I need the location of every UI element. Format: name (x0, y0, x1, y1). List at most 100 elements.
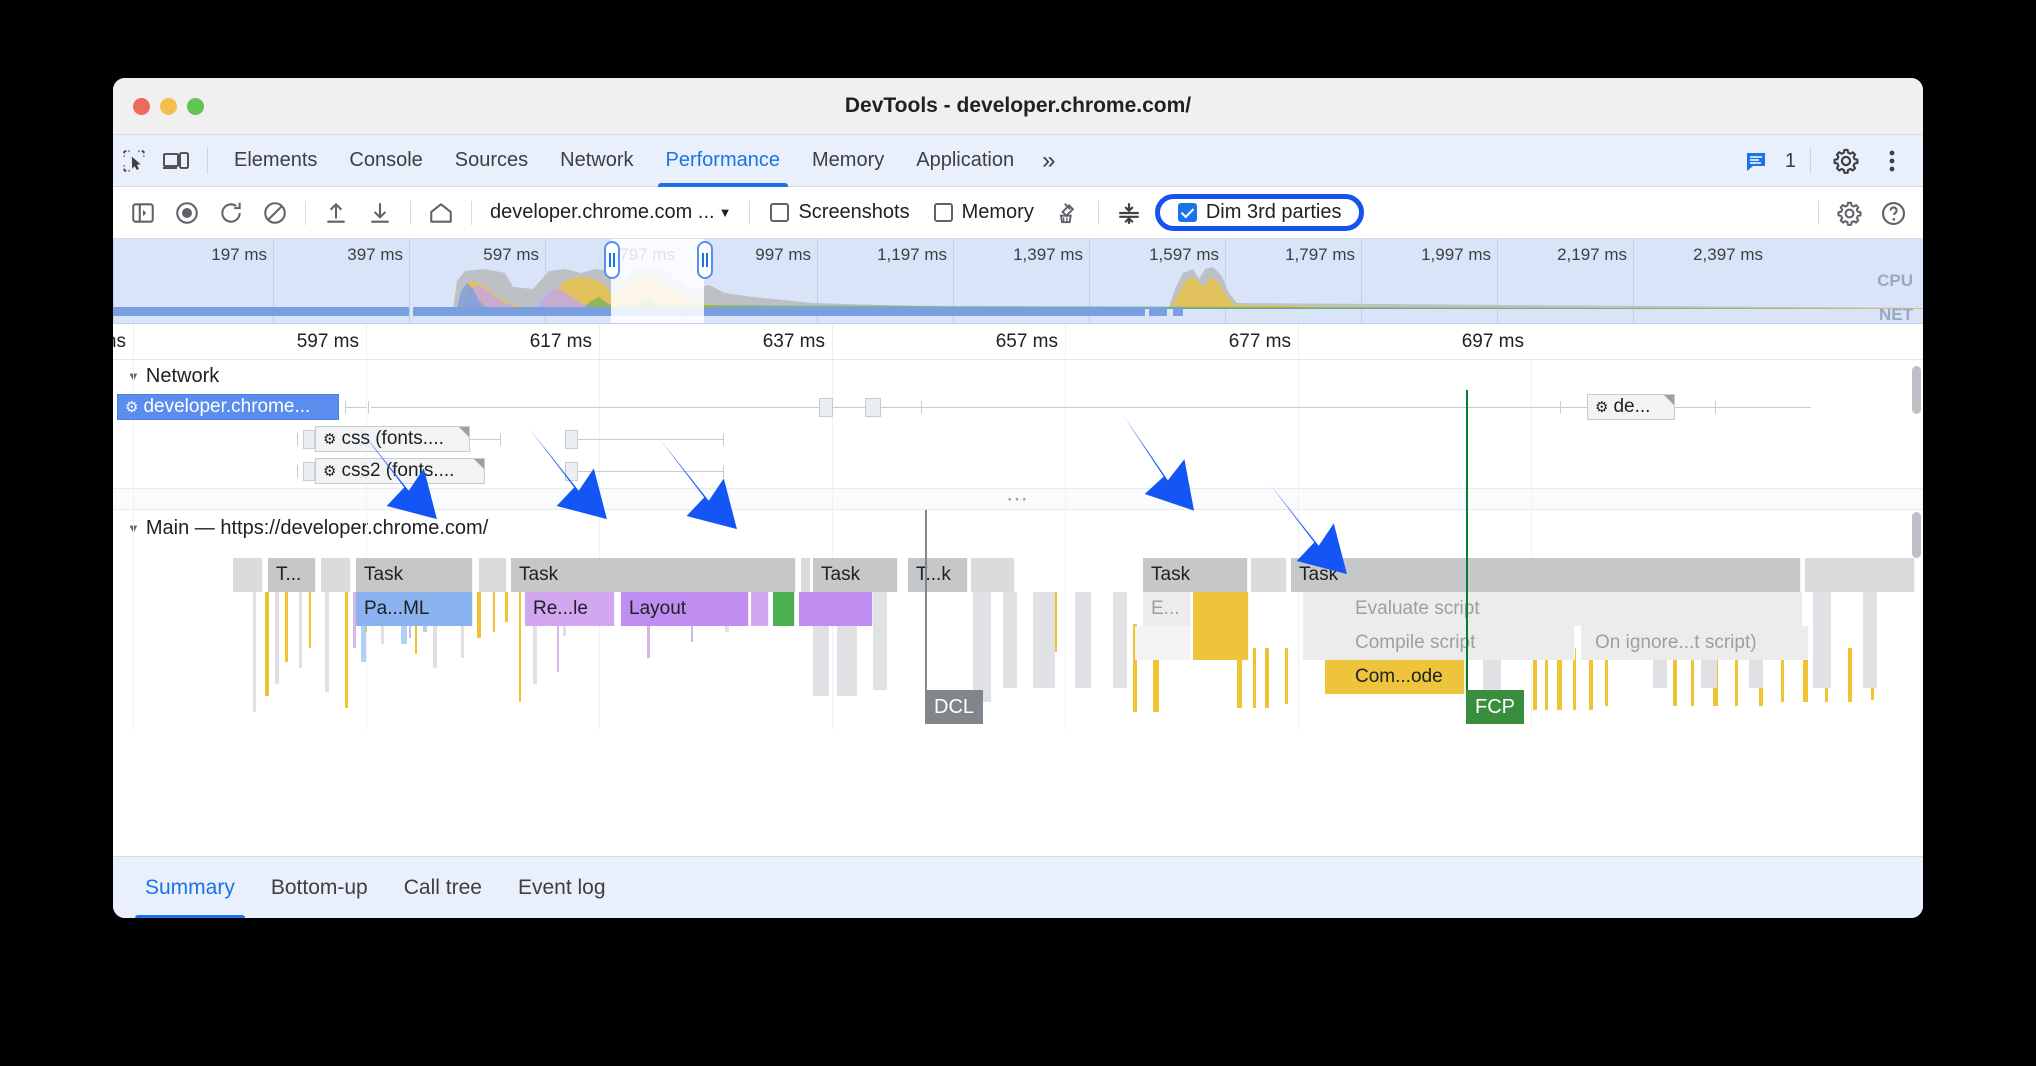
main-track-title: Main — https://developer.chrome.com/ (145, 516, 489, 539)
more-tabs-button[interactable]: » (1030, 135, 1067, 187)
tab-sources[interactable]: Sources (439, 135, 544, 187)
network-request-chip[interactable]: ⚙ css2 (fonts.... (315, 458, 485, 484)
flame-event-task[interactable]: Task (1143, 558, 1248, 592)
flame-event-paint[interactable] (773, 592, 795, 626)
flame-event-compile-yellow[interactable] (1193, 592, 1249, 626)
flame-event-style-extra[interactable] (799, 592, 873, 626)
dim-3rd-parties-checkbox[interactable]: Dim 3rd parties (1166, 201, 1354, 224)
screenshots-checkbox[interactable]: Screenshots (758, 201, 921, 224)
main-depth2-lane[interactable]: Compile script On ignore...t script) (113, 626, 1923, 660)
overview-tick-label: 197 ms (211, 245, 267, 264)
flame-event-task[interactable]: Task (356, 558, 473, 592)
timeline-tracks[interactable]: ▼ Network ⚙ developer.chrome... ⚙ de... (113, 360, 1923, 730)
tab-label: Memory (812, 149, 885, 171)
overview-selection-handle-right[interactable] (697, 241, 713, 279)
flame-event-style-extra[interactable] (751, 592, 769, 626)
network-track-header[interactable]: ▼ Network (113, 360, 1923, 392)
flame-event-task[interactable]: Task (1291, 558, 1801, 592)
network-request-row[interactable]: ⚙ css2 (fonts.... (113, 456, 1923, 488)
settings-gear-icon[interactable] (1825, 141, 1867, 181)
toggle-sidebar-icon[interactable] (121, 193, 165, 233)
fcp-marker[interactable]: FCP (1466, 690, 1524, 724)
flame-event-parse-html[interactable]: Pa...ML (356, 592, 473, 626)
dcl-marker[interactable]: DCL (925, 690, 984, 724)
network-bar-line (1560, 407, 1588, 408)
clear-icon[interactable] (253, 193, 297, 233)
network-request-chip[interactable]: ⚙ css (fonts.... (315, 426, 470, 452)
tab-label: Performance (665, 149, 781, 171)
network-request-row[interactable]: ⚙ css (fonts.... (113, 424, 1923, 456)
flame-event-filler (233, 558, 263, 592)
network-request-row[interactable]: ⚙ developer.chrome... ⚙ de... (113, 392, 1923, 424)
capture-settings-gear-icon[interactable] (1827, 193, 1871, 233)
request-corner-marker (459, 427, 469, 437)
memory-checkbox[interactable]: Memory (922, 201, 1046, 224)
home-icon[interactable] (419, 193, 463, 233)
flame-event-task[interactable]: T... (268, 558, 316, 592)
timeline-overview[interactable]: 197 ms 397 ms 597 ms 797 ms 997 ms 1,197… (113, 239, 1923, 324)
gear-icon: ⚙ (1595, 399, 1609, 416)
tab-performance[interactable]: Performance (650, 135, 797, 187)
device-toolbar-icon[interactable] (155, 141, 197, 181)
flame-event-filler (1805, 558, 1915, 592)
minimize-button[interactable] (160, 97, 177, 115)
main-depth1-lane[interactable]: Pa...ML Re...le Layout E... Evaluate scr… (113, 592, 1923, 626)
tab-elements[interactable]: Elements (218, 135, 333, 187)
tab-network[interactable]: Network (544, 135, 649, 187)
flame-event-evaluate-short[interactable]: E... (1143, 592, 1191, 626)
tab-console[interactable]: Console (333, 135, 438, 187)
origin-label: developer.chrome.com ... (490, 201, 715, 223)
network-bar-box (303, 430, 315, 449)
overview-tick-label: 397 ms (347, 245, 403, 264)
tab-bottom-up[interactable]: Bottom-up (253, 857, 386, 919)
more-options-icon[interactable] (1871, 141, 1913, 181)
flame-event-label: Task (1151, 564, 1191, 585)
flame-event-evaluate-script[interactable]: Evaluate script (1303, 592, 1803, 626)
flame-event-label: Task (364, 564, 404, 585)
main-track-scrollbar[interactable] (1912, 512, 1921, 558)
flame-event-recalculate-style[interactable]: Re...le (525, 592, 615, 626)
tab-event-log[interactable]: Event log (500, 857, 624, 919)
flame-event-compile-yellow-2[interactable] (1193, 626, 1249, 660)
network-request-chip[interactable]: ⚙ developer.chrome... (117, 394, 339, 420)
tab-summary[interactable]: Summary (127, 857, 253, 918)
overview-selection-handle-left[interactable] (604, 241, 620, 279)
garbage-collect-icon[interactable] (1046, 193, 1090, 233)
main-track-header[interactable]: ▼ Main — https://developer.chrome.com/ (113, 512, 1923, 544)
toolbar-divider-6 (1818, 201, 1819, 225)
origin-select[interactable]: developer.chrome.com ... ▼ (480, 201, 741, 224)
flame-event-layout[interactable]: Layout (621, 592, 749, 626)
collapse-tracks-icon[interactable] (1107, 193, 1151, 233)
issues-message-icon[interactable] (1735, 141, 1777, 181)
flame-event-task[interactable]: Task (511, 558, 796, 592)
help-icon[interactable] (1871, 193, 1915, 233)
inspect-element-icon[interactable] (113, 141, 155, 181)
main-depth3-lane[interactable]: Com...ode (113, 660, 1923, 694)
flame-event-task[interactable]: Task (813, 558, 898, 592)
flame-event-compile-script[interactable]: Compile script (1303, 626, 1575, 660)
tracks-scrollbar[interactable] (1912, 366, 1921, 414)
overview-tick-label: 1,397 ms (1013, 245, 1083, 264)
reload-and-record-icon[interactable] (209, 193, 253, 233)
flame-event-label: Re...le (533, 598, 588, 619)
flame-event-compile-code[interactable]: Com...ode (1325, 660, 1465, 694)
record-icon[interactable] (165, 193, 209, 233)
zoom-button[interactable] (187, 97, 204, 115)
tab-application[interactable]: Application (900, 135, 1030, 187)
network-track-expander[interactable]: ⋯ (113, 486, 1923, 511)
flame-event-on-ignored-script[interactable]: On ignore...t script) (1581, 626, 1809, 660)
tab-call-tree[interactable]: Call tree (386, 857, 500, 919)
ruler-tick-label: 597 ms (296, 331, 359, 352)
tab-memory[interactable]: Memory (796, 135, 900, 187)
save-profile-icon[interactable] (358, 193, 402, 233)
load-profile-icon[interactable] (314, 193, 358, 233)
main-task-lane[interactable]: T... Task Task Task T...k Task Task (113, 558, 1923, 592)
network-bar-cap (500, 433, 501, 446)
close-button[interactable] (133, 97, 150, 115)
flame-event-task[interactable]: T...k (908, 558, 968, 592)
overview-selection-window[interactable] (611, 239, 704, 323)
details-tab-bar: Summary Bottom-up Call tree Event log (113, 856, 1923, 918)
network-request-chip[interactable]: ⚙ de... (1587, 394, 1675, 420)
network-bar-cap (297, 465, 298, 478)
gear-icon: ⚙ (323, 463, 337, 480)
